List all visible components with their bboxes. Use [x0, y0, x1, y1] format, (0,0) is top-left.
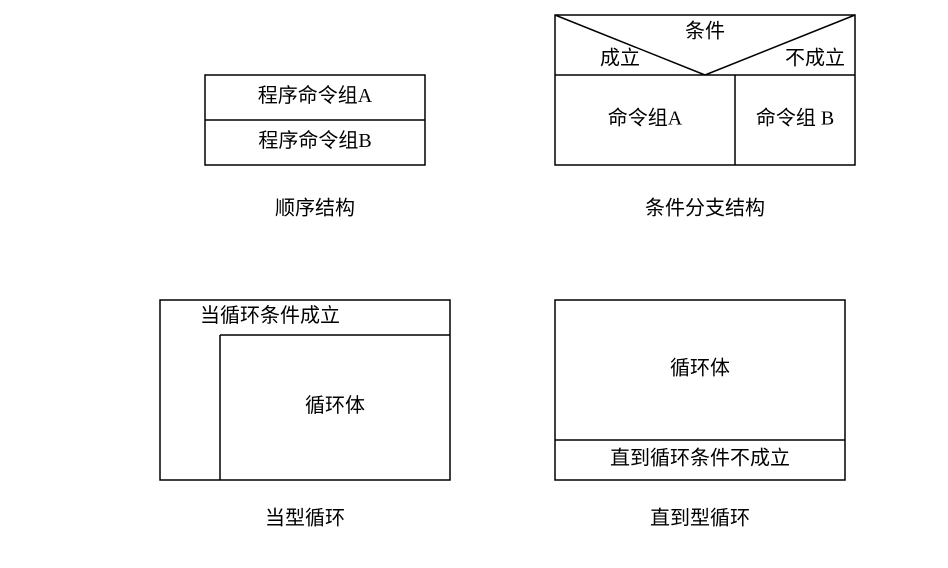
svg-text:程序命令组A: 程序命令组A: [258, 84, 373, 107]
svg-text:程序命令组B: 程序命令组B: [258, 129, 371, 152]
svg-text:直到型循环: 直到型循环: [650, 507, 750, 530]
svg-text:不成立: 不成立: [785, 47, 845, 70]
svg-text:成立: 成立: [600, 47, 640, 70]
svg-text:顺序结构: 顺序结构: [275, 197, 355, 220]
svg-text:当循环条件成立: 当循环条件成立: [200, 304, 340, 327]
svg-text:命令组 B: 命令组 B: [756, 107, 834, 130]
svg-text:当型循环: 当型循环: [265, 507, 345, 530]
svg-text:直到循环条件不成立: 直到循环条件不成立: [610, 447, 790, 470]
svg-text:命令组A: 命令组A: [608, 107, 683, 130]
svg-text:循环体: 循环体: [305, 394, 365, 417]
svg-text:循环体: 循环体: [670, 357, 730, 380]
svg-text:条件分支结构: 条件分支结构: [645, 197, 765, 220]
svg-text:条件: 条件: [685, 20, 725, 43]
